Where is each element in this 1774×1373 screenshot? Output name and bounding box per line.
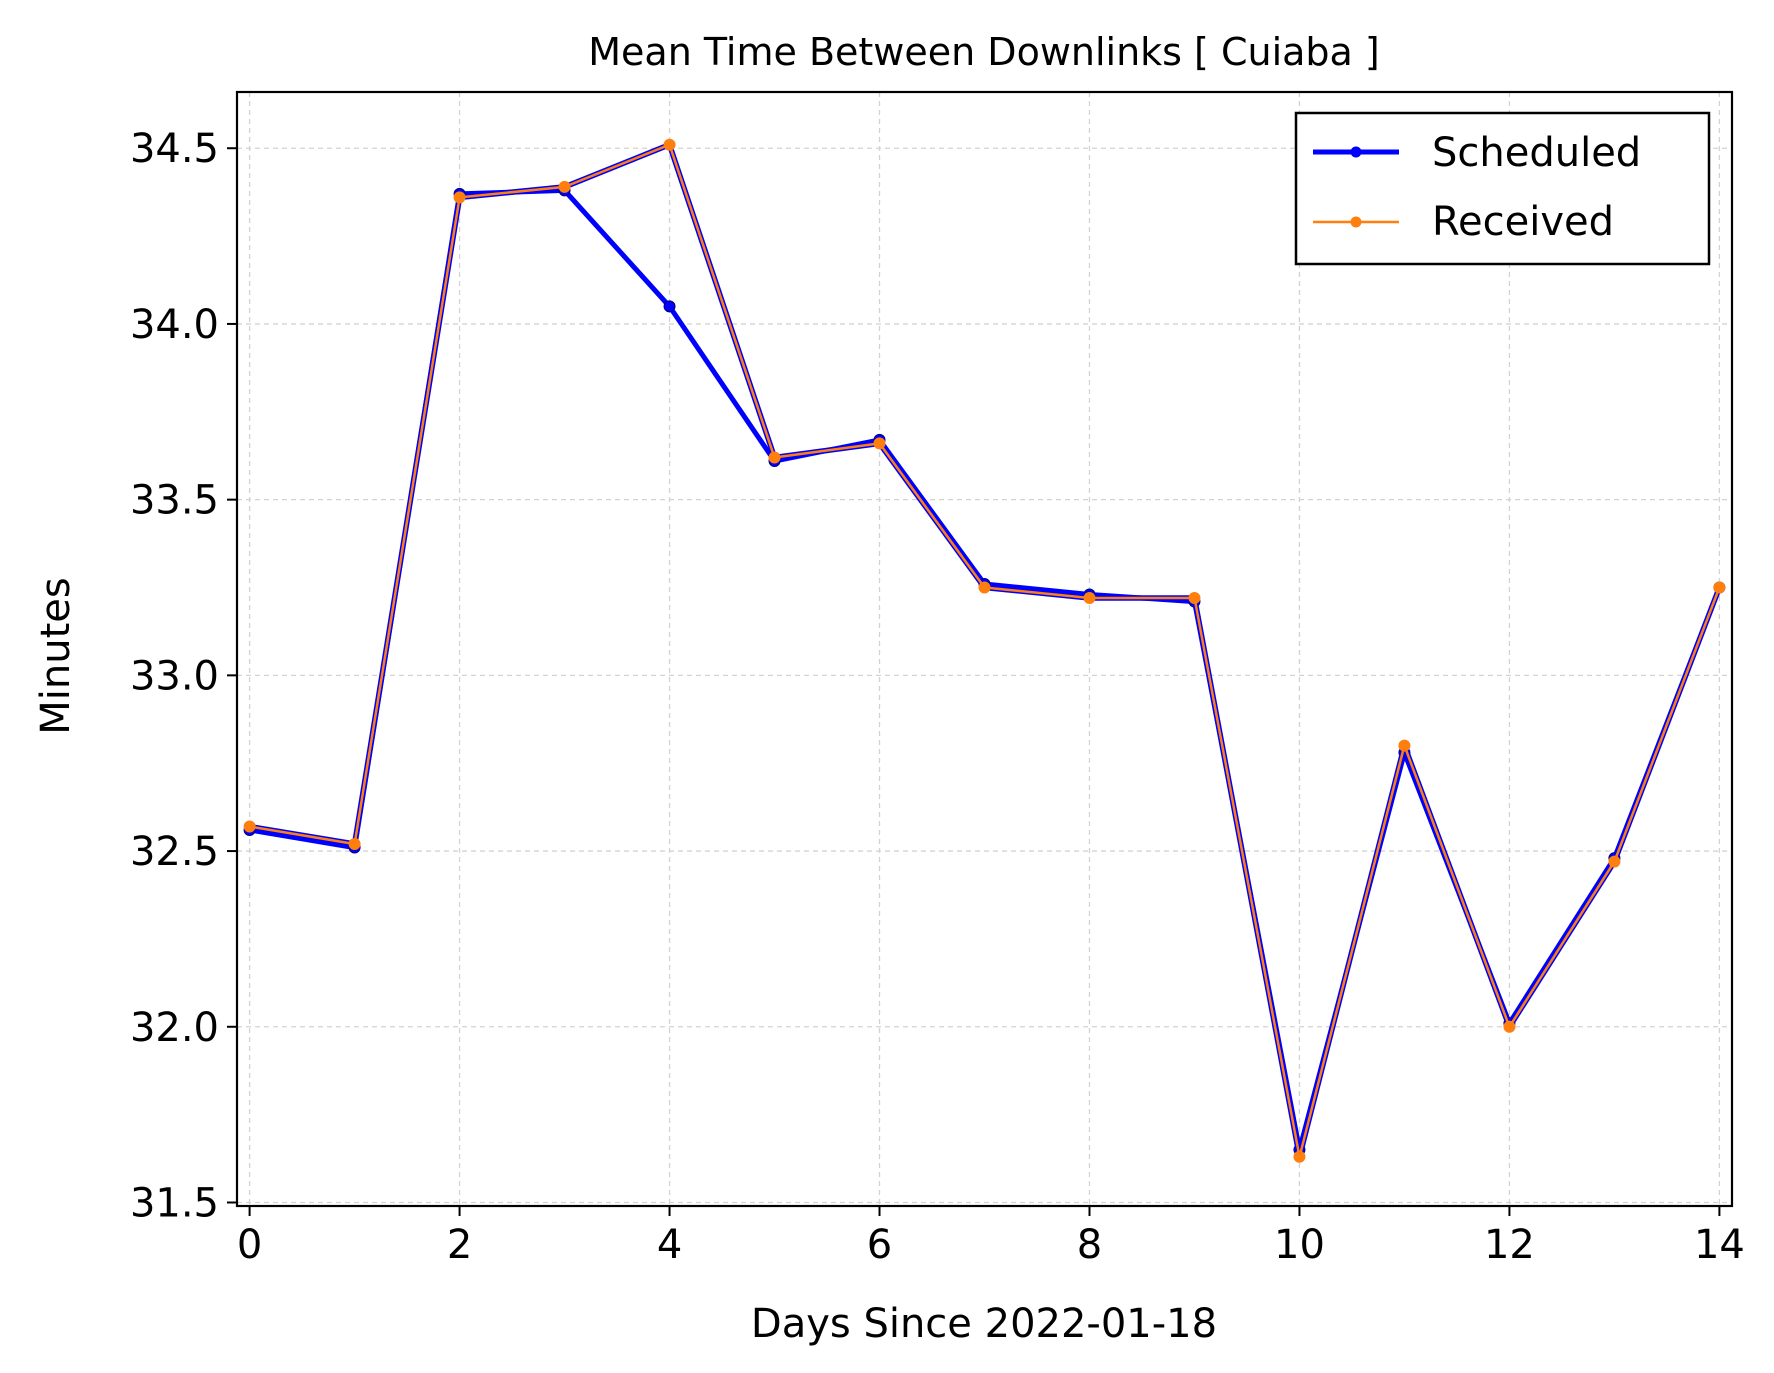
y-tick-label: 33.5	[130, 478, 219, 524]
data-point-received	[873, 437, 886, 450]
data-point-received	[1608, 855, 1621, 868]
x-tick-label: 0	[237, 1222, 262, 1268]
data-point-received	[453, 191, 466, 204]
y-tick-label: 33.0	[130, 653, 219, 699]
data-point-received	[663, 138, 676, 151]
data-point-received	[978, 581, 991, 594]
data-point-received	[1713, 581, 1726, 594]
x-tick-label: 4	[657, 1222, 682, 1268]
chart-title: Mean Time Between Downlinks [ Cuiaba ]	[588, 30, 1379, 74]
axis-ticks: 0 2 4 6 8 10 12 14 31.5 32.0 32.5 33.0 33.5 34.0 34.5	[130, 126, 1745, 1268]
legend-marker-scheduled	[1350, 146, 1362, 158]
y-tick-label: 34.0	[130, 302, 219, 348]
data-point-received	[243, 820, 256, 833]
x-tick-label: 12	[1484, 1222, 1535, 1268]
data-point-received	[1503, 1020, 1516, 1033]
x-axis-label: Days Since 2022-01-18	[751, 1301, 1217, 1347]
legend-box	[1294, 111, 1711, 266]
series-received	[243, 138, 1726, 1163]
y-axis-label: Minutes	[33, 577, 79, 734]
data-point-received	[1293, 1150, 1306, 1163]
data-point-received	[768, 451, 781, 464]
legend-label-received: Received	[1432, 199, 1614, 245]
y-tick-label: 31.5	[130, 1180, 219, 1226]
legend-marker-received	[1350, 216, 1362, 228]
data-point-received	[1398, 739, 1411, 752]
y-tick-label: 34.5	[130, 126, 219, 172]
data-point-received	[1188, 592, 1201, 605]
data-point-received	[1083, 592, 1096, 605]
data-series	[243, 138, 1726, 1163]
x-tick-label: 10	[1274, 1222, 1325, 1268]
x-tick-label: 8	[1077, 1222, 1102, 1268]
data-point-scheduled	[663, 300, 676, 313]
legend: Scheduled Received	[1294, 111, 1711, 266]
data-point-received	[348, 838, 361, 851]
x-tick-label: 6	[867, 1222, 892, 1268]
y-tick-label: 32.0	[130, 1005, 219, 1051]
x-tick-label: 14	[1694, 1222, 1745, 1268]
data-point-received	[558, 180, 571, 193]
y-tick-label: 32.5	[130, 829, 219, 875]
x-tick-label: 2	[447, 1222, 472, 1268]
legend-label-scheduled: Scheduled	[1432, 130, 1641, 176]
plot-frame	[235, 90, 1734, 1208]
